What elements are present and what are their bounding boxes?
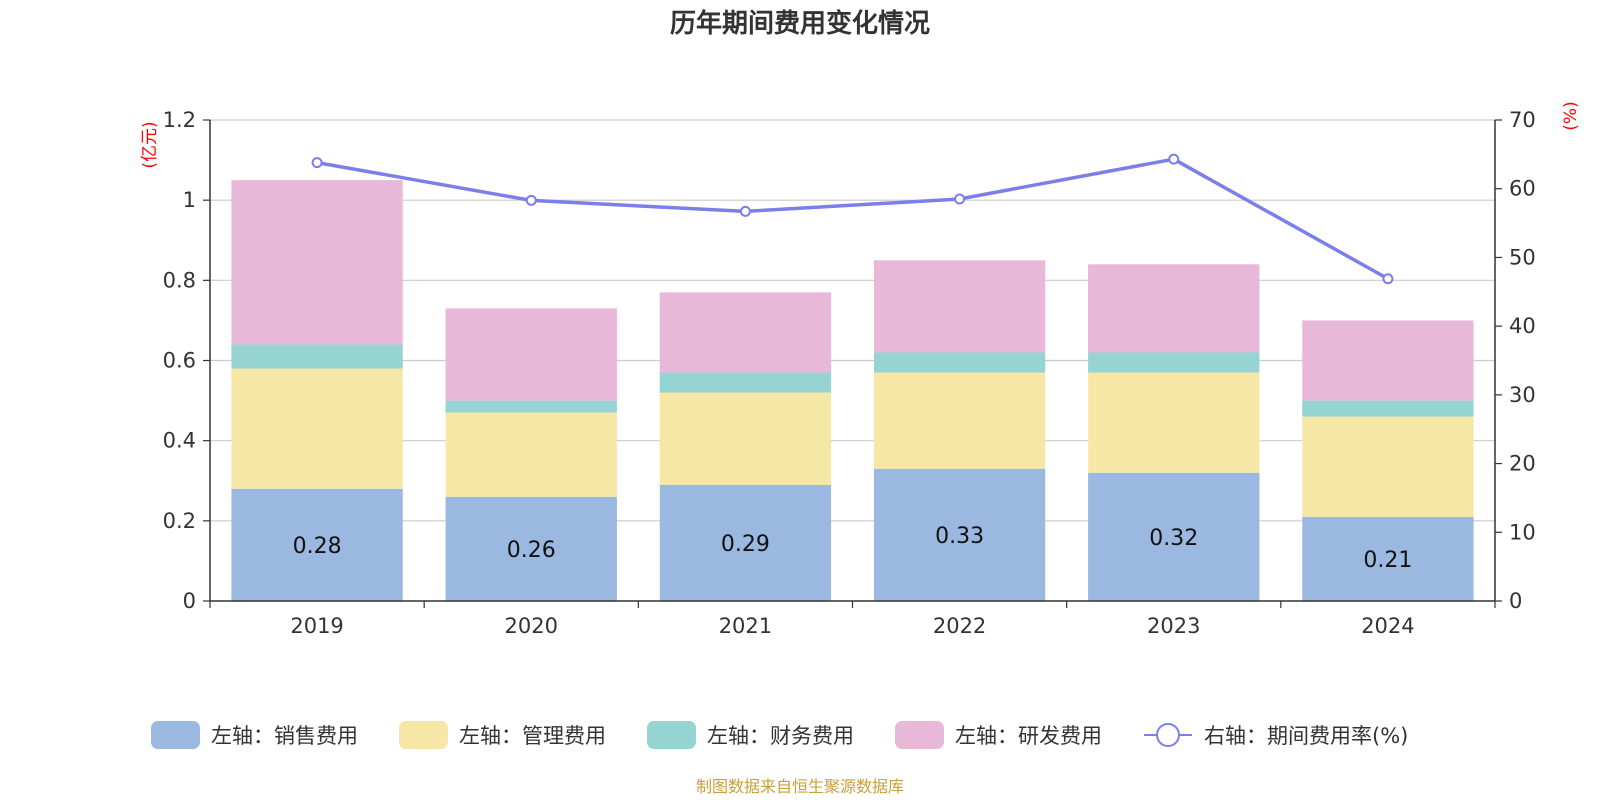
data-label: 0.33 [935,524,984,549]
bar-4-2021 [659,292,832,373]
bar-3-2021 [659,372,832,393]
data-label: 0.29 [721,532,770,557]
left-tick-label: 0.4 [163,429,196,453]
bar-1-2021 [659,484,832,601]
data-label: 0.26 [507,538,556,563]
legend-swatch-3 [647,721,696,749]
x-tick-label: 2024 [1361,614,1414,638]
legend: 左轴：销售费用 左轴：管理费用 左轴：财务费用 左轴：研发费用 右轴：期间费用率(%) [151,721,1408,749]
x-tick-label: 2021 [719,614,772,638]
right-tick-label: 50 [1509,245,1536,269]
bar-2-2019 [231,368,403,489]
x-tick-label: 2020 [505,614,558,638]
bar-4-2024 [1302,320,1474,401]
bar-3-2022 [873,352,1046,373]
bar-4-2020 [445,308,617,401]
grid-lines [210,119,1495,522]
expense-ratio-line [316,157,1389,281]
bar-2-2021 [659,392,832,485]
left-tick-label: 0.8 [163,268,196,292]
legend-label-3: 左轴：财务费用 [707,724,854,748]
legend-swatch-4 [895,721,944,749]
data-label: 0.28 [293,534,342,559]
bar-2-2020 [445,412,617,497]
bar-3-2019 [231,344,403,369]
legend-swatch-2 [399,721,448,749]
bar-series: 0.28 0.26 0.29 0.33 0.32 0.21 [231,180,1474,601]
bar-4-2023 [1088,264,1260,353]
bar-3-2020 [445,400,617,413]
right-tick-label: 60 [1509,177,1536,201]
right-tick-label: 30 [1509,383,1536,407]
x-tick-label: 2022 [933,614,986,638]
bar-3-2024 [1302,400,1474,417]
bar-1-2019 [231,488,403,601]
bar-1-2023 [1088,472,1260,601]
bar-1-2024 [1302,516,1474,601]
right-axis-unit: (%) [1561,101,1581,130]
left-tick-label: 0.6 [163,349,196,373]
expense-ratio-point [954,193,966,205]
x-tick-label: 2019 [290,614,343,638]
legend-label-5: 右轴：期间费用率(%) [1204,724,1408,748]
legend-label-4: 左轴：研发费用 [955,724,1102,748]
bar-1-2022 [873,468,1046,601]
left-tick-label: 0 [183,589,196,613]
left-tick-label: 1 [183,188,196,212]
data-label: 0.21 [1363,548,1412,573]
bar-4-2022 [873,260,1046,353]
expense-ratio-point [1382,273,1394,285]
legend-line-marker [1156,723,1180,747]
right-tick-label: 40 [1509,314,1536,338]
right-tick-label: 0 [1509,589,1522,613]
legend-label-2: 左轴：管理费用 [459,724,606,748]
right-tick-label: 70 [1509,108,1536,132]
bar-1-2020 [445,496,617,601]
line-series [311,153,1394,285]
x-tick-label: 2023 [1147,614,1200,638]
left-tick-label: 1.2 [163,108,196,132]
right-tick-label: 20 [1509,452,1536,476]
axes: 0 0.2 0.4 0.6 0.8 1 1.2 0 10 20 30 40 50 60 70 2019 2020… [163,108,1536,638]
bar-2-2024 [1302,416,1474,517]
expense-ratio-point [739,205,751,217]
bar-4-2019 [231,180,403,345]
right-tick-label: 10 [1509,520,1536,544]
expense-ratio-point [525,194,537,206]
legend-label-1: 左轴：销售费用 [211,724,358,748]
bar-2-2023 [1088,372,1260,473]
expense-ratio-point [1168,153,1180,165]
left-axis-unit: (亿元) [140,121,160,168]
chart-title: 历年期间费用变化情况 [670,8,930,39]
left-tick-label: 0.2 [163,509,196,533]
source-note: 制图数据来自恒生聚源数据库 [696,777,904,796]
expense-ratio-point [311,157,323,169]
bar-2-2022 [873,372,1046,469]
bar-3-2023 [1088,352,1260,373]
data-label: 0.32 [1149,526,1198,551]
legend-swatch-1 [151,721,200,749]
